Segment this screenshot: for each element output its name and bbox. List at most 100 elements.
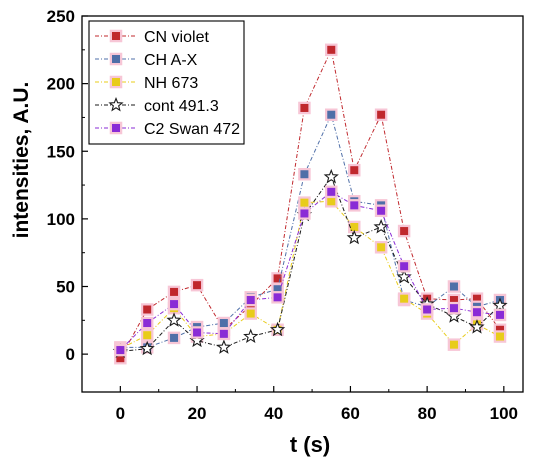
legend-marker: [108, 96, 124, 112]
data-point: [400, 227, 409, 236]
data-point-halo: [470, 305, 484, 319]
data-point: [350, 201, 359, 210]
data-point: [492, 297, 508, 312]
data-point: [469, 319, 485, 334]
data-point-halo: [167, 297, 181, 311]
y-tick-label: 250: [47, 7, 75, 26]
data-point: [143, 331, 152, 340]
data-point: [373, 218, 389, 234]
legend-label: cont 491.3: [144, 98, 219, 115]
data-point-halo: [114, 343, 127, 357]
data-point-halo: [167, 331, 181, 345]
data-point-halo: [348, 199, 361, 212]
data-point: [495, 332, 504, 341]
data-point-halo: [447, 301, 461, 315]
data-point-halo: [140, 328, 154, 342]
legend-marker-halo: [109, 52, 123, 66]
data-point: [193, 328, 202, 337]
data-point: [216, 339, 232, 354]
legend-marker: [112, 124, 120, 132]
y-axis-label: intensities, A.U.: [10, 82, 33, 239]
data-point: [377, 110, 386, 119]
data-point: [327, 197, 336, 206]
data-point: [300, 209, 309, 218]
data-point-halo: [140, 316, 154, 330]
series-line: [120, 200, 501, 350]
x-tick-label: 20: [188, 404, 207, 423]
legend-marker: [112, 55, 120, 63]
data-point: [423, 305, 432, 314]
data-point: [350, 166, 359, 175]
data-point: [219, 319, 228, 328]
data-point: [139, 340, 155, 356]
data-point: [166, 312, 182, 327]
data-point-halo: [374, 108, 388, 121]
data-point: [246, 296, 255, 305]
data-point-halo: [397, 259, 411, 273]
data-point: [449, 282, 458, 291]
data-point-halo: [325, 185, 338, 199]
data-point: [143, 305, 152, 314]
data-point-halo: [447, 338, 461, 351]
x-tick-label: 40: [264, 404, 283, 423]
data-point-halo: [325, 43, 338, 57]
legend-label: CH A-X: [144, 52, 198, 69]
data-point-halo: [420, 303, 434, 316]
x-axis-label: t (s): [290, 432, 330, 457]
data-point-halo: [190, 278, 204, 292]
data-point: [273, 274, 282, 283]
x-tick-label: 80: [418, 404, 437, 423]
legend-marker: [112, 78, 120, 86]
data-point-halo: [374, 241, 388, 254]
data-point-halo: [167, 285, 181, 299]
data-point: [300, 198, 309, 207]
data-point: [377, 206, 386, 215]
data-point: [170, 287, 179, 296]
legend-marker: [112, 32, 120, 40]
x-tick-label: 0: [116, 404, 125, 423]
data-point: [400, 294, 409, 303]
legend-item: NH 673: [95, 75, 198, 92]
legend-label: CN violet: [144, 29, 209, 46]
data-point: [193, 281, 202, 290]
y-tick-label: 100: [47, 210, 75, 229]
data-point-halo: [493, 308, 507, 322]
data-point: [449, 340, 458, 349]
x-tick-label: 60: [341, 404, 360, 423]
legend-label: NH 673: [144, 75, 198, 92]
data-point: [449, 296, 458, 305]
data-point: [350, 222, 359, 231]
data-point: [377, 243, 386, 252]
data-point: [472, 308, 481, 317]
series-4: [114, 185, 507, 357]
data-point-halo: [348, 163, 361, 177]
data-point: [243, 328, 259, 344]
data-point-halo: [140, 303, 154, 316]
y-tick-label: 0: [66, 345, 75, 364]
data-point: [323, 168, 339, 184]
plot-frame: [81, 15, 524, 393]
data-point: [495, 310, 504, 319]
data-point: [116, 346, 125, 355]
data-point-halo: [374, 204, 388, 218]
legend-item: CN violet: [95, 29, 209, 46]
legend: CN violet CH A-X NH 673 cont 491.3 C2 Swan 4…: [88, 20, 245, 145]
data-point: [219, 329, 228, 338]
x-tick-label: 100: [490, 404, 518, 423]
data-point: [116, 354, 125, 363]
series-line: [119, 48, 501, 359]
data-point: [327, 110, 336, 119]
legend-label: C2 Swan 472: [144, 121, 240, 138]
data-point: [246, 309, 255, 318]
data-point: [300, 170, 309, 179]
data-point-halo: [244, 293, 257, 307]
y-tick-label: 200: [47, 75, 75, 94]
series-2: [114, 195, 507, 355]
data-point-halo: [244, 307, 257, 320]
data-point: [327, 45, 336, 54]
data-point-halo: [271, 291, 284, 304]
legend-item: CH A-X: [95, 52, 198, 69]
data-point: [327, 187, 336, 196]
